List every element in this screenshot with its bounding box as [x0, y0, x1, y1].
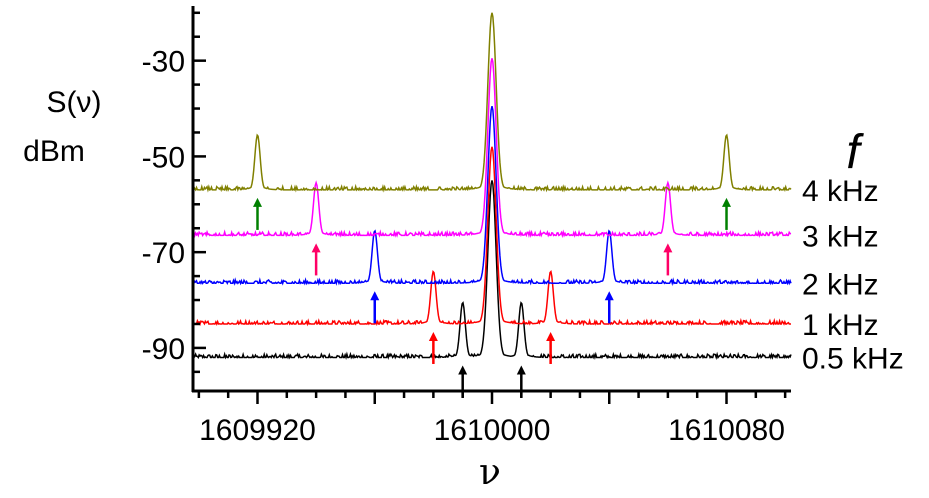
legend-label-0: 0.5 kHz: [802, 342, 904, 375]
legend-label-3: 3 kHz: [802, 220, 879, 253]
sideband-arrow-head: [252, 197, 262, 207]
x-tick-label: 1609920: [199, 414, 316, 447]
sideband-arrow-head: [311, 243, 321, 253]
series-trace-0-5-khz: [192, 180, 792, 361]
axes-layer: [191, 6, 791, 404]
legend-label-4: 4 kHz: [802, 175, 879, 208]
sideband-arrow-head: [458, 365, 468, 375]
y-tick-label: -50: [142, 141, 185, 174]
series-trace-2-khz: [192, 105, 792, 287]
legend-label-2: 2 kHz: [802, 268, 879, 301]
series-trace-4-khz: [192, 12, 792, 193]
sideband-arrow-head: [428, 331, 438, 341]
sideband-arrow-head: [722, 197, 732, 207]
sideband-arrow-head: [516, 365, 526, 375]
sideband-arrow-head: [370, 291, 380, 301]
legend-label-1: 1 kHz: [802, 309, 879, 342]
sideband-arrow-head: [663, 243, 673, 253]
sideband-arrow-head: [604, 291, 614, 301]
y-axis-label-line1: S(ν): [47, 86, 102, 119]
y-tick-label: -70: [142, 237, 185, 270]
sideband-arrow-head: [546, 331, 556, 341]
x-axis-label: ν: [479, 452, 501, 493]
x-tick-label: 1610080: [668, 414, 785, 447]
x-tick-label: 1610000: [434, 414, 551, 447]
legend-title: f: [846, 126, 864, 179]
y-tick-label: -30: [142, 46, 185, 79]
y-tick-label: -90: [142, 333, 185, 366]
arrow-layer: [252, 197, 732, 398]
y-axis-label-line2: dBm: [23, 135, 85, 168]
series-trace-1-khz: [192, 146, 791, 327]
series-trace-3-khz: [192, 58, 792, 239]
series-layer: [192, 12, 792, 361]
